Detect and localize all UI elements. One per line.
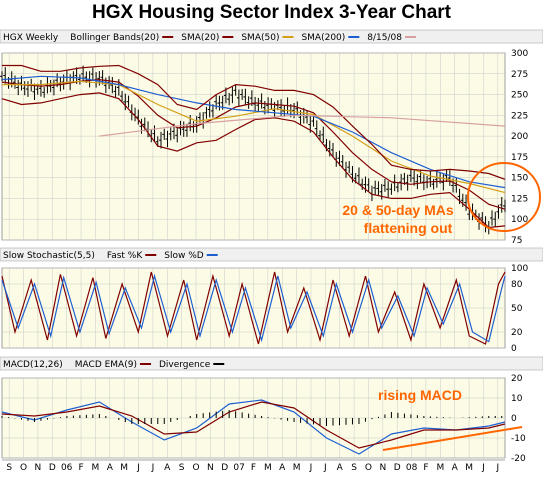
price-series-sma-20- (1, 78, 506, 210)
annotation-circle (467, 162, 541, 232)
price-header-item: SMA(200) (301, 33, 345, 43)
chart-title: HGX Housing Sector Index 3-Year Chart (92, 2, 451, 23)
price-y-tick-label: 125 (511, 194, 528, 204)
x-tick-label: O (192, 463, 199, 473)
macd-series-macd-ema-9- (1, 401, 506, 449)
macd-header-bar (0, 356, 543, 371)
price-header-bar (0, 29, 543, 44)
annotation-macd: rising MACD (378, 387, 462, 403)
stochastic-y-tick-label: 20 (511, 328, 523, 338)
price-series-bollinger-upper (2, 64, 506, 180)
x-tick-label: J (309, 463, 313, 473)
price-series-long-sma (99, 114, 506, 137)
price-header-item: HGX Weekly (3, 33, 59, 43)
stochastic-header-item: Slow Stochastic(5,5) (3, 251, 95, 261)
x-tick-label: A (279, 463, 286, 473)
x-tick-label: 08 (406, 463, 418, 473)
x-tick-label: A (164, 463, 171, 473)
price-header-item: 8/15/08 (367, 33, 402, 43)
x-tick-label: N (35, 463, 42, 473)
x-tick-label: M (293, 463, 301, 473)
price-y-tick-label: 150 (511, 174, 528, 184)
macd-y-tick-label: 0 (511, 414, 517, 424)
price-header-item: Bollinger Bands(20) (70, 33, 159, 43)
stochastic-y-tick-label: 0 (511, 344, 517, 354)
price-y-tick-label: 75 (511, 236, 522, 246)
macd-header-item: MACD EMA(9) (75, 360, 137, 370)
x-tick-label: D (221, 463, 228, 473)
x-tick-label: M (436, 463, 444, 473)
x-tick-label: J (323, 463, 327, 473)
price-y-tick-label: 225 (511, 111, 528, 121)
macd-y-tick-label: 20 (511, 374, 523, 384)
x-tick-label: 07 (233, 463, 244, 473)
x-tick-label: S (6, 463, 12, 473)
macd-y-tick-label: -10 (511, 434, 526, 444)
annotation-ma-line1: 20 & 50-day MAs (342, 202, 453, 218)
stochastic-header-item: Fast %K (107, 251, 143, 261)
stochastic-y-tick-label: 50 (511, 304, 523, 314)
macd-header-item: Divergence (159, 360, 211, 370)
x-tick-label: A (107, 463, 114, 473)
stochastic-header-bar (0, 247, 543, 262)
price-y-tick-label: 200 (511, 132, 528, 142)
x-tick-label: O (365, 463, 372, 473)
macd-header-item: MACD(12,26) (3, 360, 63, 370)
stochastic-y-tick-label: 100 (511, 264, 528, 274)
x-tick-label: S (351, 463, 357, 473)
x-tick-label: M (465, 463, 473, 473)
x-tick-label: M (120, 463, 128, 473)
x-tick-label: D (49, 463, 56, 473)
x-tick-label: M (264, 463, 272, 473)
price-y-tick-label: 250 (511, 91, 528, 101)
x-tick-label: J (151, 463, 155, 473)
stochastic-y-tick-label: 80 (511, 280, 523, 290)
macd-series-macd-12-26- (1, 399, 506, 455)
x-tick-label: S (179, 463, 185, 473)
x-tick-label: J (481, 463, 485, 473)
x-tick-label: J (495, 463, 499, 473)
x-tick-label: A (337, 463, 344, 473)
price-series-bollinger-lower (1, 92, 506, 229)
x-tick-label: F (78, 463, 83, 473)
annotation-ma-line2: flattening out (364, 220, 453, 236)
x-tick-label: 06 (61, 463, 73, 473)
stochastic-series-fast-k (1, 271, 506, 345)
price-header-item: SMA(50) (241, 33, 279, 43)
price-y-tick-label: 275 (511, 70, 528, 80)
x-tick-label: D (394, 463, 401, 473)
macd-y-tick-label: -20 (511, 454, 526, 464)
price-header-item: SMA(20) (181, 33, 219, 43)
x-tick-label: N (207, 463, 214, 473)
price-y-tick-label: 175 (511, 153, 528, 163)
annotation-macd-trendline (382, 426, 523, 451)
x-tick-label: J (136, 463, 140, 473)
macd-y-tick-label: 10 (511, 394, 523, 404)
stochastic-series-slow-d (1, 273, 506, 343)
price-y-tick-label: 100 (511, 215, 528, 225)
x-tick-label: A (452, 463, 459, 473)
x-tick-label: O (20, 463, 27, 473)
x-tick-label: F (251, 463, 256, 473)
price-y-tick-label: 300 (511, 49, 528, 59)
stochastic-header-item: Slow %D (164, 251, 203, 261)
price-series-sma-50- (2, 80, 506, 194)
x-tick-label: N (379, 463, 386, 473)
x-tick-label: M (92, 463, 100, 473)
x-tick-label: F (423, 463, 428, 473)
price-series-sma-200- (1, 75, 506, 189)
